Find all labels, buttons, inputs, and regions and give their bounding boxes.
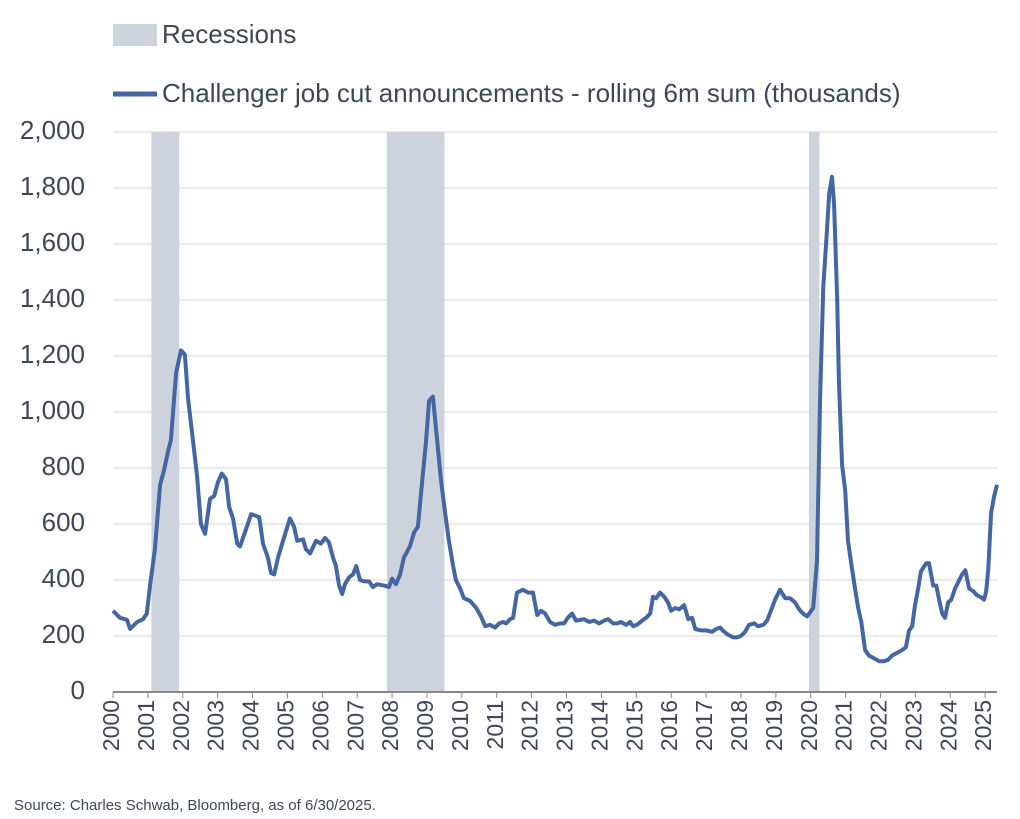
- recession-band: [151, 132, 180, 692]
- y-tick-label: 400: [42, 563, 85, 593]
- x-tick-label: 2004: [238, 700, 264, 751]
- y-tick-label: 1,400: [20, 283, 85, 313]
- y-tick-label: 800: [42, 451, 85, 481]
- x-tick-label: 2010: [447, 700, 473, 751]
- y-tick-label: 1,000: [20, 395, 85, 425]
- x-tick-label: 2006: [307, 700, 333, 751]
- x-tick-label: 2024: [935, 700, 961, 751]
- x-tick-label: 2022: [866, 700, 892, 751]
- y-tick-label: 1,800: [20, 171, 85, 201]
- x-tick-label: 2002: [168, 700, 194, 751]
- data-line: [111, 174, 999, 664]
- source-note: Source: Charles Schwab, Bloomberg, as of…: [14, 797, 376, 814]
- x-tick-label: 2017: [691, 700, 717, 751]
- x-tick-label: 2023: [900, 700, 926, 751]
- x-tick-label: 2015: [621, 700, 647, 751]
- x-tick-label: 2011: [482, 700, 508, 749]
- legend-label: Challenger job cut announcements - rolli…: [162, 78, 901, 108]
- recession-band: [808, 132, 820, 692]
- x-tick-label: 2018: [726, 700, 752, 751]
- x-tick-label: 2009: [412, 700, 438, 751]
- x-tick-label: 2005: [273, 700, 299, 751]
- y-tick-label: 1,600: [20, 227, 85, 257]
- x-tick-label: 2000: [98, 700, 124, 751]
- y-tick-label: 200: [42, 619, 85, 649]
- x-tick-label: 2016: [656, 700, 682, 751]
- x-tick-label: 2021: [831, 700, 857, 751]
- x-tick-label: 2019: [761, 700, 787, 751]
- x-tick-label: 2001: [133, 700, 159, 751]
- x-tick-label: 2020: [796, 700, 822, 751]
- legend-label: Recessions: [162, 19, 296, 49]
- x-tick-label: 2012: [517, 700, 543, 751]
- x-tick-label: 2013: [552, 700, 578, 751]
- legend-swatch: [113, 24, 157, 46]
- y-tick-label: 1,200: [20, 339, 85, 369]
- x-tick-label: 2003: [203, 700, 229, 751]
- y-tick-label: 600: [42, 507, 85, 537]
- y-tick-label: 2,000: [20, 115, 85, 145]
- y-tick-label: 0: [71, 675, 85, 705]
- x-tick-label: 2014: [586, 700, 612, 751]
- x-tick-label: 2008: [377, 700, 403, 751]
- x-tick-label: 2025: [970, 700, 996, 751]
- x-tick-label: 2007: [342, 700, 368, 751]
